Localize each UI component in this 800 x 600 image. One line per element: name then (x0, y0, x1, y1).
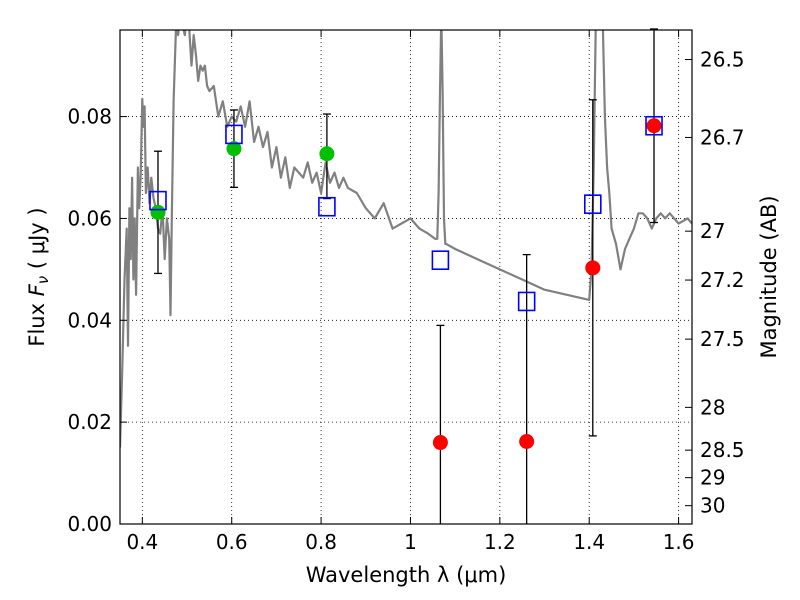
right-tick-label: 28.5 (700, 438, 745, 462)
right-tick-label: 30 (700, 494, 725, 518)
detection-point (150, 204, 166, 220)
detection-point (319, 146, 335, 162)
x-tick-label: 0.6 (216, 530, 248, 554)
non-detection-point (432, 435, 448, 451)
x-axis-title: Wavelength λ (μm) (306, 563, 507, 587)
model-photometry-point (517, 291, 536, 312)
y-tick-label: 0.06 (67, 206, 112, 230)
right-tick-label: 27.5 (700, 327, 745, 351)
model-photometry-point (225, 124, 243, 145)
x-tick-label: 1.2 (484, 530, 516, 554)
error-bars (153, 28, 659, 524)
axis-ticks: 0.4 0.6 0.8 1 1.2 1.4 1.6 0.00 0.02 0.04 0.06 0.08 2… (67, 30, 745, 554)
model-photometry-point (431, 250, 450, 270)
sed-curve (120, 30, 692, 448)
right-tick-label: 29 (700, 466, 725, 490)
right-tick-label: 28 (700, 395, 725, 419)
right-tick-label: 27 (700, 219, 725, 243)
x-tick-label: 0.8 (305, 530, 337, 554)
model-photometry-point (149, 190, 167, 211)
y-axis-title: Flux Fν ( μJy ) (25, 207, 52, 346)
right-tick-label: 26.5 (700, 48, 745, 72)
non-detection-point (519, 433, 535, 449)
y-tick-label: 0.04 (67, 308, 112, 332)
model-photometry-point (645, 115, 663, 136)
y-tick-label: 0.00 (67, 512, 112, 536)
x-tick-label: 0.4 (126, 530, 158, 554)
y-tick-label: 0.08 (67, 105, 112, 129)
markers (149, 115, 663, 451)
plot-frame (119, 29, 693, 525)
model-photometry-point (583, 194, 602, 214)
x-tick-label: 1 (404, 530, 417, 554)
non-detection-point (585, 260, 601, 276)
x-tick-label: 1.6 (663, 530, 695, 554)
right-axis-title: Magnitude (AB) (757, 195, 781, 358)
non-detection-point (646, 118, 662, 134)
x-tick-label: 1.4 (573, 530, 605, 554)
y-tick-label: 0.02 (67, 410, 112, 434)
model-photometry-point (318, 196, 336, 217)
right-tick-label: 26.7 (700, 125, 745, 149)
grid (120, 30, 692, 525)
plot-area (120, 30, 692, 448)
right-tick-label: 27.2 (700, 268, 745, 292)
detection-point (226, 141, 242, 157)
